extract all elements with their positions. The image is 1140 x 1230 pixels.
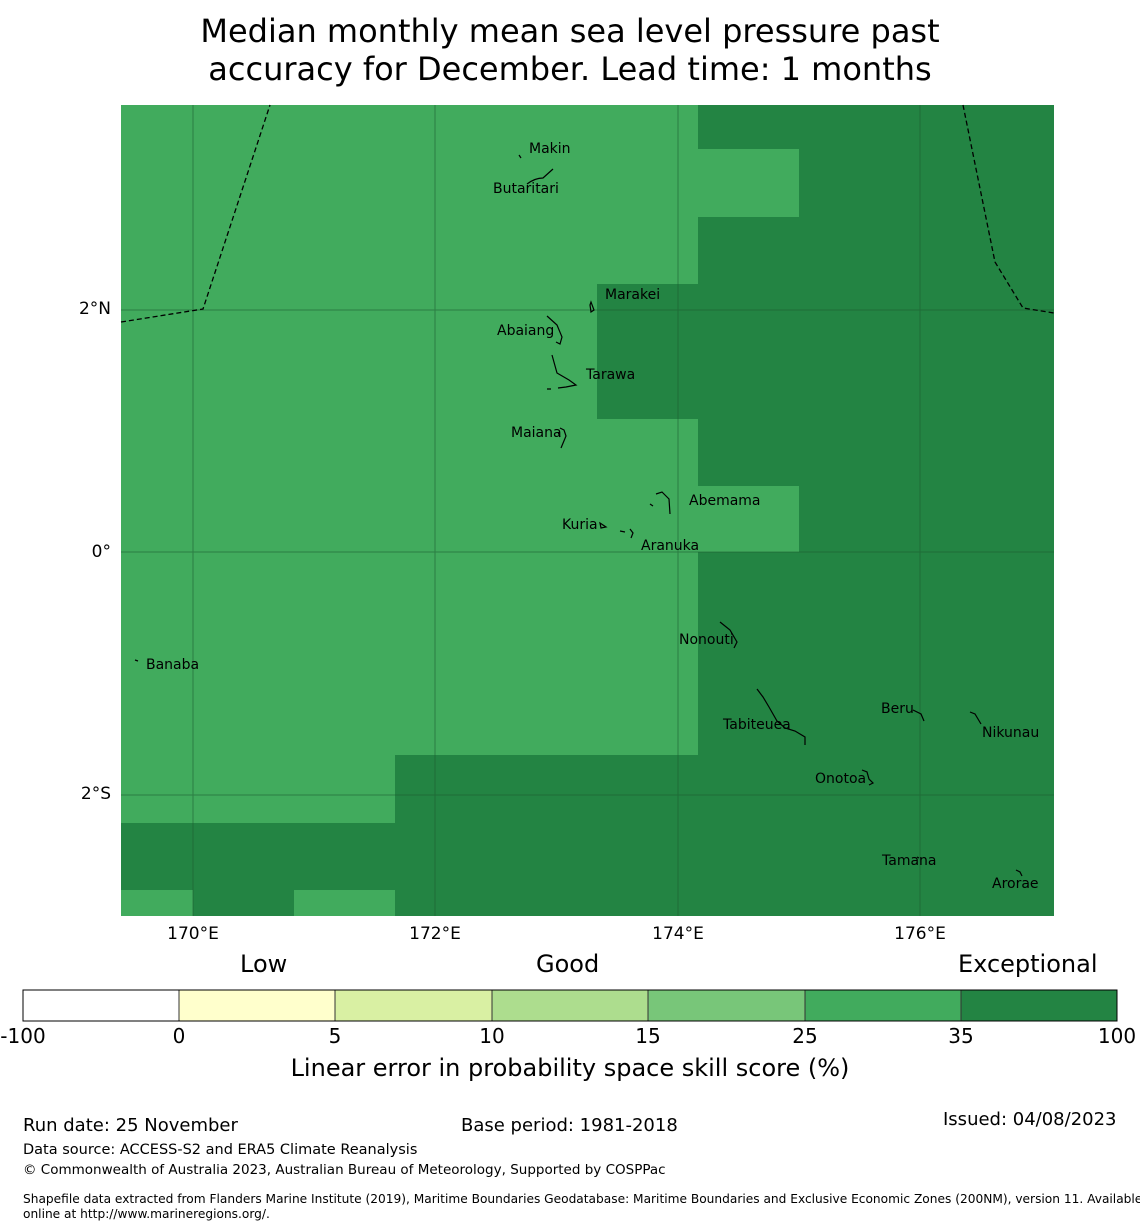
lon-label-172e: 172°E — [409, 924, 461, 944]
colorbar-segment-0-5 — [179, 990, 335, 1021]
place-label-kuria: Kuria — [562, 517, 598, 533]
island-outlines — [134, 154, 1023, 877]
place-label-makin: Makin — [529, 141, 571, 157]
colorbar-segment-10-15 — [492, 990, 648, 1021]
place-label-nonouti: Nonouti — [679, 632, 734, 648]
title-line-1: Median monthly mean sea level pressure p… — [200, 12, 940, 50]
place-label-aranuka: Aranuka — [641, 538, 700, 554]
gridlines — [121, 105, 1054, 916]
colorbar-tick-0: 0 — [172, 1024, 186, 1048]
place-label-marakei: Marakei — [605, 287, 661, 303]
colorbar-tick-25: 25 — [792, 1024, 818, 1048]
place-label-tabiteuea: Tabiteuea — [723, 717, 791, 733]
lon-label-176e: 176°E — [894, 924, 946, 944]
place-label-maiana: Maiana — [511, 425, 562, 441]
colorbar-segment-35-100 — [961, 990, 1117, 1021]
issued-date: Issued: 04/08/2023 — [943, 1109, 1117, 1130]
colorbar — [22, 989, 1118, 1022]
shapefile-credit-line-2: online at http://www.marineregions.org/. — [23, 1207, 270, 1221]
lat-label-0: 0° — [91, 542, 111, 562]
data-source: Data source: ACCESS-S2 and ERA5 Climate … — [23, 1142, 418, 1158]
place-label-nikunau: Nikunau — [982, 725, 1040, 741]
colorbar-tick-35: 35 — [948, 1024, 974, 1048]
shapefile-credit-line-1: Shapefile data extracted from Flanders M… — [23, 1192, 1140, 1206]
lon-label-174e: 174°E — [652, 924, 704, 944]
copyright: © Commonwealth of Australia 2023, Austra… — [23, 1162, 666, 1178]
place-label-abemama: Abemama — [689, 493, 761, 509]
place-label-beru: Beru — [881, 701, 914, 717]
colorbar-segment-5-10 — [335, 990, 492, 1021]
colorbar-tick-10: 10 — [479, 1024, 505, 1048]
run-date: Run date: 25 November — [23, 1115, 238, 1136]
place-label-abaiang: Abaiang — [497, 323, 555, 339]
colorbar-tick-100: 100 — [1097, 1024, 1137, 1048]
base-period: Base period: 1981-2018 — [461, 1115, 678, 1136]
colorbar-label: Linear error in probability space skill … — [290, 1054, 850, 1082]
colorbar-segment-15-25 — [648, 990, 805, 1021]
colorbar-segment-25-35 — [805, 990, 961, 1021]
place-label-butaritari: Butaritari — [493, 181, 559, 197]
lon-label-170e: 170°E — [167, 924, 219, 944]
place-label-arorae: Arorae — [992, 876, 1039, 892]
place-label-tarawa: Tarawa — [586, 367, 636, 383]
colorbar-tick-15: 15 — [635, 1024, 661, 1048]
place-label-onotoa: Onotoa — [815, 771, 867, 787]
eez-boundary — [120, 104, 1055, 323]
category-exceptional: Exceptional — [958, 950, 1098, 978]
category-low: Low — [240, 950, 288, 978]
place-label-tamana: Tamana — [882, 853, 937, 869]
exceptional-region — [121, 105, 1054, 916]
colorbar-segment-neg100-0 — [23, 990, 179, 1021]
category-good: Good — [536, 950, 600, 978]
lat-label-2n: 2°N — [78, 299, 111, 319]
colorbar-tick-neg100: -100 — [0, 1024, 46, 1048]
lat-label-2s: 2°S — [80, 784, 111, 804]
title-line-2: accuracy for December. Lead time: 1 mont… — [208, 50, 932, 88]
place-label-banaba: Banaba — [146, 657, 200, 673]
colorbar-tick-5: 5 — [328, 1024, 342, 1048]
chart-title: Median monthly mean sea level pressure p… — [0, 12, 1140, 88]
